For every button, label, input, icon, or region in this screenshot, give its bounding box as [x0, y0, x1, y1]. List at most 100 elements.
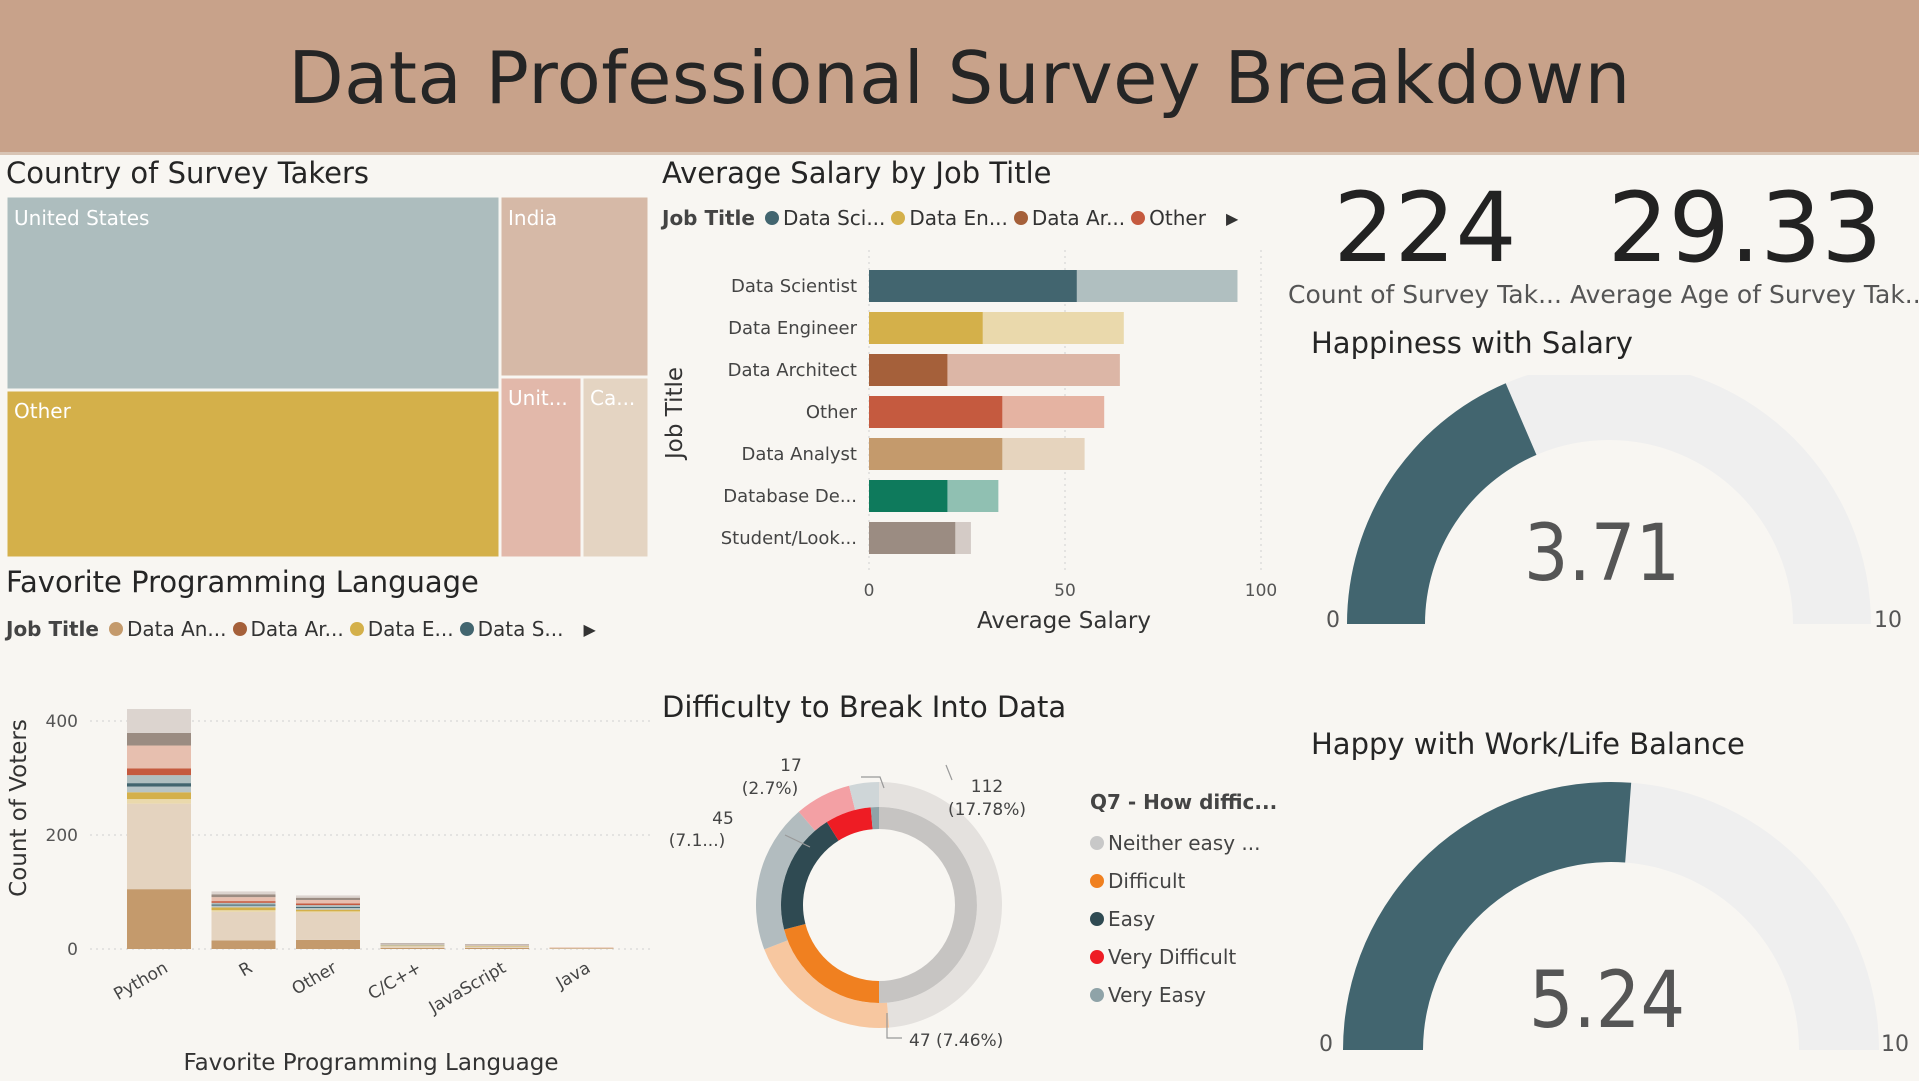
difficulty-legend-label: Neither easy ... [1108, 831, 1261, 855]
legend-next-arrow-icon[interactable]: ▶ [1225, 208, 1239, 228]
languages-bar-segment[interactable] [380, 947, 445, 949]
languages-bar-segment[interactable] [465, 946, 529, 948]
languages-bar-segment[interactable] [380, 945, 445, 946]
donut-outer-slice[interactable] [764, 940, 890, 1028]
salary-bar-segment[interactable] [869, 480, 948, 512]
languages-bar-segment[interactable] [380, 943, 445, 945]
gauge-fill [1343, 782, 1632, 1050]
salary-bar-segment[interactable] [869, 522, 956, 554]
languages-bar-segment[interactable] [380, 946, 445, 948]
languages-bar-segment[interactable] [296, 912, 360, 940]
languages-legend-item[interactable]: Data Ar... [232, 617, 344, 641]
languages-bar-segment[interactable] [127, 786, 191, 793]
languages-bar-segment[interactable] [296, 911, 360, 913]
salary-bar-segment[interactable] [869, 312, 983, 344]
languages-bar-segment[interactable] [380, 944, 445, 946]
difficulty-legend-item[interactable]: Easy [1090, 900, 1277, 938]
languages-bar-segment[interactable] [465, 945, 529, 946]
salary-happiness-gauge[interactable]: 3.71 0 10 [1310, 375, 1919, 640]
salary-legend-item[interactable]: Other [1131, 206, 1206, 230]
salary-bar-segment[interactable] [869, 354, 948, 386]
difficulty-legend-item[interactable]: Very Easy [1090, 976, 1277, 1014]
salary-legend-item[interactable]: Data Ar... [1013, 206, 1125, 230]
languages-bar-segment[interactable] [211, 894, 276, 898]
languages-bar-segment[interactable] [211, 907, 276, 911]
languages-legend-item[interactable]: Data S... [459, 617, 563, 641]
donut-outer-slice[interactable] [798, 785, 856, 831]
languages-bar-segment[interactable] [211, 891, 276, 895]
salary-legend-item[interactable]: Data Sci... [764, 206, 885, 230]
languages-legend-label: Data E... [367, 617, 454, 641]
languages-bar-segment[interactable] [211, 911, 276, 941]
languages-bar-segment[interactable] [127, 803, 191, 890]
gauge-min: 0 [1319, 1032, 1333, 1057]
languages-bar-segment[interactable] [211, 905, 276, 908]
languages-bar-segment[interactable] [127, 889, 191, 949]
languages-bar-segment[interactable] [211, 940, 276, 949]
difficulty-legend-item[interactable]: Very Difficult [1090, 938, 1277, 976]
donut-outer-slice[interactable] [756, 811, 816, 950]
languages-bar-segment[interactable] [465, 946, 529, 947]
treemap-tile-united-kingdom[interactable] [498, 375, 584, 558]
languages-category-label: Other [289, 958, 341, 999]
languages-bar-segment[interactable] [296, 903, 360, 906]
legend-next-arrow-icon[interactable]: ▶ [583, 619, 596, 639]
difficulty-donut-chart[interactable]: 112 (17.78%) 17 (2.7%) 45 (7.1...) 47 (7… [655, 735, 1085, 1065]
languages-bar-segment[interactable] [211, 904, 276, 906]
donut-inner-slice[interactable] [826, 807, 873, 841]
languages-bar-segment[interactable] [296, 905, 360, 907]
languages-bar-segment[interactable] [127, 768, 191, 776]
donut-inner-slice[interactable] [784, 923, 879, 1003]
kpi-age-value: 29.33 [1607, 172, 1883, 284]
languages-bar-segment[interactable] [296, 899, 360, 904]
languages-bar-segment[interactable] [465, 947, 529, 949]
salary-legend-item[interactable]: Data En... [891, 206, 1008, 230]
languages-bar-segment[interactable] [465, 945, 529, 947]
languages-bar-segment[interactable] [296, 906, 360, 908]
difficulty-legend-item[interactable]: Difficult [1090, 862, 1277, 900]
languages-bar-segment[interactable] [549, 947, 614, 949]
donut-inner-slice[interactable] [879, 807, 977, 1003]
difficulty-legend-item[interactable]: Neither easy ... [1090, 824, 1277, 862]
languages-bar-segment[interactable] [465, 944, 529, 946]
languages-bar-segment[interactable] [127, 783, 191, 787]
languages-bar-segment[interactable] [549, 948, 614, 949]
work-life-gauge[interactable]: 5.24 0 10 [1310, 770, 1919, 1070]
languages-bar-segment[interactable] [211, 897, 276, 902]
languages-bar-segment[interactable] [211, 902, 276, 905]
languages-bar-segment[interactable] [127, 775, 191, 784]
languages-bar-segment[interactable] [380, 943, 445, 944]
salary-bar-segment[interactable] [869, 438, 1003, 470]
languages-bar-segment[interactable] [296, 907, 360, 910]
treemap-tile-canada[interactable] [580, 375, 649, 558]
treemap-tile-united-states[interactable] [6, 196, 502, 392]
languages-bar-segment[interactable] [127, 732, 191, 746]
salary-bar-segment[interactable] [869, 396, 1003, 428]
languages-bar-chart[interactable]: Count of Voters Favorite Programming Lan… [0, 680, 660, 1080]
languages-bar-segment[interactable] [296, 897, 360, 900]
languages-bar-segment[interactable] [380, 945, 445, 947]
languages-bar-segment[interactable] [127, 745, 191, 769]
languages-bar-segment[interactable] [296, 939, 360, 949]
languages-legend-item[interactable]: Data An... [108, 617, 227, 641]
kpi-count-label: Count of Survey Tak... [1288, 280, 1562, 309]
languages-bar-segment[interactable] [127, 709, 191, 733]
country-treemap[interactable]: United States India Other Unit... Ca... [6, 196, 649, 558]
donut-inner-slice[interactable] [870, 807, 879, 830]
donut-inner-slice[interactable] [781, 822, 839, 930]
languages-legend-item[interactable]: Data E... [349, 617, 454, 641]
treemap-tile-india[interactable] [498, 196, 649, 379]
languages-bar-segment[interactable] [127, 792, 191, 800]
salary-bar-segment[interactable] [869, 270, 1077, 302]
treemap-tile-other[interactable] [6, 388, 502, 558]
languages-bar-segment[interactable] [211, 910, 276, 912]
donut-label-value: 47 (7.46%) [909, 1031, 1003, 1051]
languages-bar-segment[interactable] [296, 895, 360, 898]
languages-bar-segment[interactable] [549, 947, 614, 948]
languages-bar-segment[interactable] [127, 799, 191, 804]
languages-bar-segment[interactable] [296, 909, 360, 912]
languages-bar-segment[interactable] [211, 901, 276, 903]
donut-outer-slice[interactable] [879, 782, 1002, 1028]
donut-outer-slice[interactable] [849, 782, 879, 810]
salary-bar-chart[interactable]: Job Title Average Salary 0 50 100 Data S… [655, 250, 1295, 635]
